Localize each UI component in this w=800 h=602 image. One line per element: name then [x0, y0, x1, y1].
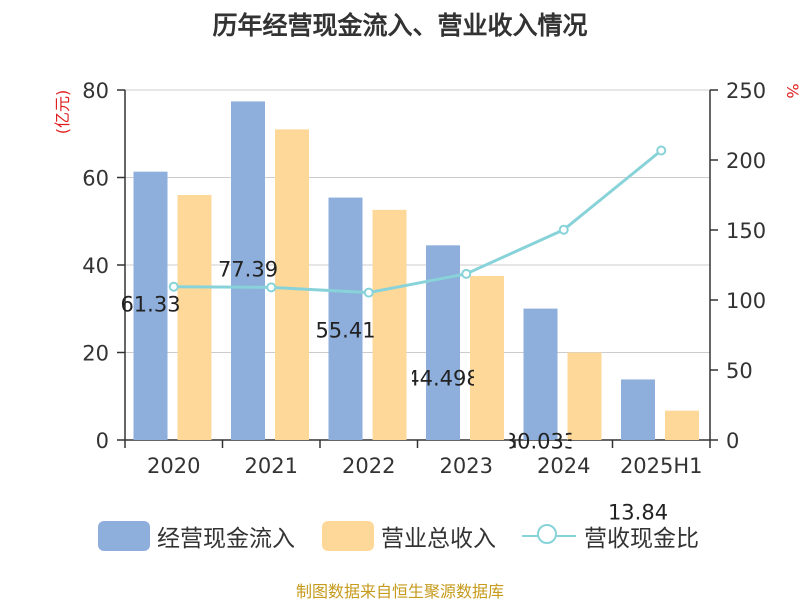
bar-revenue — [665, 410, 699, 440]
bar-cash-inflow — [133, 171, 168, 440]
legend-swatch-revenue — [322, 521, 374, 551]
line-ratio — [173, 149, 663, 295]
bar-cash-inflow — [621, 379, 655, 440]
bar-cash-inflow — [231, 101, 265, 440]
bar-revenue — [567, 352, 602, 440]
right-axis-tick-label: 100 — [726, 289, 766, 313]
point-ratio — [558, 224, 569, 235]
x-axis-tick-label: 2025H1 — [620, 454, 703, 478]
x-axis-tick-label: 2023 — [440, 454, 493, 478]
data-label-cash-inflow: 44.498 — [406, 366, 479, 390]
legend-label-revenue: 营业总收入 — [381, 526, 496, 552]
bar-revenue — [275, 129, 309, 440]
x-axis-tick-label: 2024 — [537, 454, 590, 478]
point-ratio — [168, 281, 179, 292]
legend-label-ratio: 营收现金比 — [584, 526, 699, 552]
left-axis-tick-label: 20 — [82, 342, 109, 366]
legend-swatch-cash-inflow — [98, 521, 150, 551]
legend-label-cash-inflow: 经营现金流入 — [157, 526, 295, 552]
source-note: 制图数据来自恒生聚源数据库 — [295, 582, 504, 601]
right-axis-tick-label: 150 — [726, 219, 766, 243]
right-axis-tick-label: 200 — [726, 149, 766, 173]
point-ratio — [266, 282, 277, 293]
right-axis-tick-label: 0 — [726, 429, 739, 453]
data-label-cash-inflow: 13.84 — [608, 500, 668, 524]
bar-cash-inflow — [328, 197, 363, 440]
bar-revenue — [177, 195, 212, 440]
bar-revenue — [372, 209, 407, 440]
left-axis-unit: (亿元) — [53, 90, 72, 135]
bar-revenue — [470, 275, 504, 440]
left-axis-tick-label: 60 — [82, 167, 109, 191]
legend: 经营现金流入 营业总收入 营收现金比 — [0, 515, 800, 555]
bar-cash-inflow — [523, 308, 558, 440]
right-axis-tick-label: 50 — [726, 359, 753, 383]
point-ratio — [656, 145, 667, 156]
data-label-cash-inflow: 55.41 — [315, 319, 375, 343]
x-axis-tick-label: 2022 — [342, 454, 395, 478]
x-axis-tick-label: 2020 — [147, 454, 200, 478]
data-label-cash-inflow: 61.33 — [120, 293, 180, 317]
point-ratio — [461, 268, 472, 279]
right-axis-tick-label: 250 — [726, 79, 766, 103]
right-axis-unit: % — [783, 83, 800, 98]
left-axis-tick-label: 0 — [96, 429, 109, 453]
legend-marker-ratio — [537, 524, 557, 544]
left-axis-tick-label: 80 — [82, 79, 109, 103]
chart-title: 历年经营现金流入、营业收入情况 — [212, 11, 588, 40]
x-axis-tick-label: 2021 — [245, 454, 298, 478]
data-label-cash-inflow: 77.39 — [218, 257, 278, 281]
left-axis-tick-label: 40 — [82, 254, 109, 278]
point-ratio — [363, 287, 374, 298]
data-label-cash-inflow: 30.033 — [504, 430, 577, 454]
